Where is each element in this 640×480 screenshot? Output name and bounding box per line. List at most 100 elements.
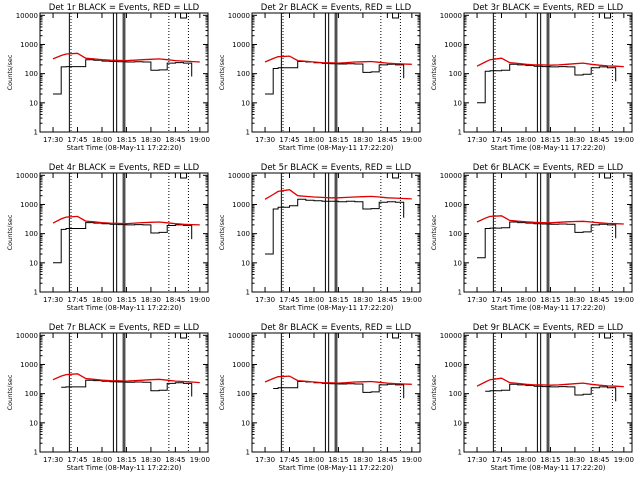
plot-frame	[39, 332, 209, 453]
y-axis-label: Counts/sec	[430, 54, 438, 90]
x-tick-label: 18:00	[304, 296, 324, 304]
y-tick-label: 10000	[228, 332, 250, 340]
x-tick-label: 17:30	[43, 296, 63, 304]
x-tick-label: 18:00	[304, 456, 324, 464]
x-tick-label: 18:30	[353, 456, 373, 464]
x-tick-label: 18:00	[516, 456, 536, 464]
x-tick-label: 18:30	[565, 456, 585, 464]
y-tick-label: 1000	[20, 361, 38, 369]
panel-title: Det 3r BLACK = Events, RED = LLD	[473, 3, 624, 13]
x-tick-label: 18:00	[516, 296, 536, 304]
y-axis-label: Counts/sec	[218, 374, 226, 410]
x-tick-label: 17:45	[279, 456, 299, 464]
panel-title: Det 2r BLACK = Events, RED = LLD	[261, 3, 412, 13]
panel-title: Det 6r BLACK = Events, RED = LLD	[473, 163, 624, 173]
series-events-line	[53, 222, 193, 264]
series-lld-line	[52, 215, 200, 226]
interval-bracket	[604, 13, 612, 19]
y-tick-label: 1	[34, 289, 38, 297]
y-tick-label: 10000	[16, 172, 38, 180]
y-tick-label: 10	[29, 259, 38, 267]
x-tick-label: 19:00	[402, 296, 422, 304]
series-events-line	[477, 221, 617, 259]
y-tick-label: 1	[34, 129, 38, 137]
x-tick-label: 18:15	[116, 136, 136, 144]
panel-title: Det 4r BLACK = Events, RED = LLD	[49, 163, 200, 173]
x-tick-label: 17:45	[491, 136, 511, 144]
y-tick-label: 1000	[444, 361, 462, 369]
y-tick-label: 100	[237, 70, 250, 78]
interval-bracket	[604, 173, 612, 179]
y-tick-label: 1000	[232, 41, 250, 49]
x-tick-label: 18:00	[516, 136, 536, 144]
series-events-line	[53, 59, 193, 95]
x-tick-label: 18:15	[116, 296, 136, 304]
y-tick-label: 100	[25, 390, 38, 398]
y-tick-label: 1000	[232, 361, 250, 369]
y-tick-label: 1	[458, 449, 462, 457]
plot-frame	[463, 332, 633, 453]
x-tick-label: 18:30	[141, 136, 161, 144]
x-tick-label: 17:45	[491, 456, 511, 464]
x-axis-label: Start Time (08-May-11 17:22:20)	[278, 464, 393, 472]
y-tick-label: 10000	[16, 332, 38, 340]
y-tick-label: 1000	[444, 201, 462, 209]
y-axis-label: Counts/sec	[218, 54, 226, 90]
y-tick-label: 1000	[20, 201, 38, 209]
y-tick-label: 1	[246, 129, 250, 137]
x-tick-label: 18:45	[589, 136, 609, 144]
series-lld-line	[52, 373, 200, 384]
x-tick-label: 17:45	[67, 296, 87, 304]
x-axis-label: Start Time (08-May-11 17:22:20)	[278, 144, 393, 152]
y-tick-label: 100	[449, 70, 462, 78]
x-tick-label: 19:00	[402, 456, 422, 464]
x-tick-label: 17:30	[255, 296, 275, 304]
x-tick-label: 18:30	[565, 296, 585, 304]
panel-title: Det 7r BLACK = Events, RED = LLD	[49, 323, 200, 333]
series-lld-line	[264, 375, 412, 385]
x-tick-label: 18:45	[377, 456, 397, 464]
panel-det-2: Det 2r BLACK = Events, RED = LLD 1 10 100 10…	[218, 3, 422, 152]
x-tick-label: 18:15	[328, 136, 348, 144]
y-tick-label: 10	[453, 99, 462, 107]
x-tick-label: 18:30	[141, 296, 161, 304]
y-tick-label: 10	[241, 259, 250, 267]
x-tick-label: 17:45	[279, 136, 299, 144]
series-events-line	[273, 381, 405, 399]
series-events-line	[477, 63, 617, 104]
y-tick-label: 100	[237, 230, 250, 238]
x-tick-label: 18:15	[328, 296, 348, 304]
plot-frame	[251, 172, 421, 293]
plot-frame	[251, 12, 421, 133]
y-tick-label: 10000	[228, 172, 250, 180]
x-tick-label: 18:45	[589, 456, 609, 464]
y-tick-label: 100	[25, 70, 38, 78]
x-tick-label: 18:00	[92, 296, 112, 304]
x-tick-label: 18:45	[165, 296, 185, 304]
x-tick-label: 18:15	[328, 456, 348, 464]
series-lld-line	[476, 57, 624, 68]
x-tick-label: 19:00	[614, 456, 634, 464]
x-axis-label: Start Time (08-May-11 17:22:20)	[66, 144, 181, 152]
series-events-line	[265, 61, 405, 95]
x-axis-label: Start Time (08-May-11 17:22:20)	[490, 304, 605, 312]
series-events-line	[61, 379, 193, 397]
x-axis-label: Start Time (08-May-11 17:22:20)	[490, 144, 605, 152]
x-tick-label: 17:45	[67, 456, 87, 464]
series-lld-line	[52, 52, 200, 63]
interval-bracket	[392, 173, 400, 179]
series-lld-line	[476, 215, 624, 225]
panel-det-5: Det 5r BLACK = Events, RED = LLD 1 10 100 10…	[218, 163, 422, 312]
y-axis-label: Counts/sec	[6, 374, 14, 410]
y-tick-label: 10	[29, 99, 38, 107]
y-tick-label: 10	[453, 259, 462, 267]
x-tick-label: 17:30	[467, 456, 487, 464]
panel-det-3: Det 3r BLACK = Events, RED = LLD 1 10 100 10…	[430, 3, 634, 152]
x-tick-label: 17:30	[43, 136, 63, 144]
x-tick-label: 18:45	[165, 136, 185, 144]
x-tick-label: 17:30	[467, 296, 487, 304]
interval-bracket	[180, 333, 188, 339]
panel-det-8: Det 8r BLACK = Events, RED = LLD 1 10 100 10…	[218, 323, 422, 472]
y-tick-label: 1000	[444, 41, 462, 49]
